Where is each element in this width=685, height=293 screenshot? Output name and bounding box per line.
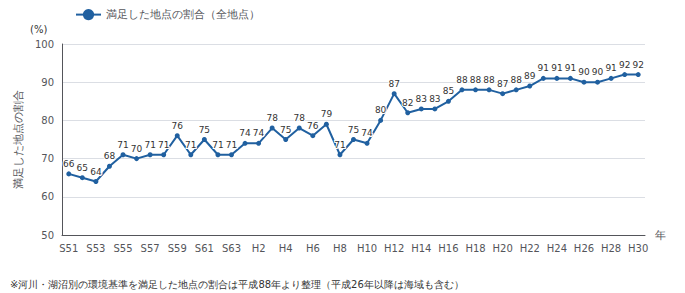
svg-text:71: 71 bbox=[117, 140, 128, 150]
svg-text:満足した地点の割合: 満足した地点の割合 bbox=[12, 90, 25, 189]
svg-text:H22: H22 bbox=[520, 243, 540, 254]
svg-text:71: 71 bbox=[144, 140, 155, 150]
svg-text:H4: H4 bbox=[279, 243, 293, 254]
svg-text:78: 78 bbox=[294, 113, 306, 123]
svg-text:87: 87 bbox=[388, 79, 399, 89]
svg-text:60: 60 bbox=[41, 191, 54, 202]
svg-text:75: 75 bbox=[280, 125, 291, 135]
svg-text:68: 68 bbox=[104, 151, 116, 161]
svg-text:64: 64 bbox=[90, 167, 102, 177]
svg-text:83: 83 bbox=[416, 94, 427, 104]
svg-text:75: 75 bbox=[348, 125, 359, 135]
svg-text:71: 71 bbox=[226, 140, 237, 150]
svg-text:80: 80 bbox=[375, 105, 387, 115]
svg-text:年: 年 bbox=[655, 229, 666, 242]
svg-text:H14: H14 bbox=[411, 243, 431, 254]
svg-text:90: 90 bbox=[41, 77, 54, 88]
svg-text:S63: S63 bbox=[222, 243, 241, 254]
svg-text:71: 71 bbox=[334, 140, 345, 150]
svg-text:74: 74 bbox=[239, 128, 251, 138]
svg-text:88: 88 bbox=[456, 75, 468, 85]
svg-text:S55: S55 bbox=[113, 243, 132, 254]
svg-text:75: 75 bbox=[199, 125, 210, 135]
svg-text:H28: H28 bbox=[601, 243, 621, 254]
svg-text:70: 70 bbox=[41, 153, 54, 164]
svg-text:S59: S59 bbox=[168, 243, 187, 254]
svg-text:88: 88 bbox=[470, 75, 482, 85]
svg-text:88: 88 bbox=[510, 75, 522, 85]
svg-text:80: 80 bbox=[41, 115, 54, 126]
svg-text:89: 89 bbox=[524, 71, 536, 81]
svg-text:H30: H30 bbox=[628, 243, 648, 254]
svg-text:76: 76 bbox=[307, 121, 319, 131]
svg-text:79: 79 bbox=[321, 109, 333, 119]
svg-text:S53: S53 bbox=[86, 243, 105, 254]
svg-text:50: 50 bbox=[41, 230, 54, 241]
svg-text:(%): (%) bbox=[30, 24, 47, 35]
svg-text:74: 74 bbox=[361, 128, 373, 138]
svg-text:H10: H10 bbox=[357, 243, 377, 254]
svg-text:90: 90 bbox=[592, 67, 604, 77]
svg-text:H2: H2 bbox=[252, 243, 266, 254]
svg-text:71: 71 bbox=[185, 140, 196, 150]
svg-text:71: 71 bbox=[212, 140, 223, 150]
svg-text:83: 83 bbox=[429, 94, 440, 104]
svg-text:65: 65 bbox=[77, 163, 88, 173]
svg-text:71: 71 bbox=[158, 140, 169, 150]
svg-text:90: 90 bbox=[578, 67, 590, 77]
svg-text:92: 92 bbox=[619, 60, 630, 70]
svg-text:82: 82 bbox=[402, 98, 413, 108]
svg-text:S57: S57 bbox=[141, 243, 160, 254]
svg-text:66: 66 bbox=[63, 159, 75, 169]
svg-text:100: 100 bbox=[35, 39, 54, 50]
svg-text:91: 91 bbox=[538, 63, 549, 73]
svg-text:78: 78 bbox=[266, 113, 278, 123]
svg-text:S51: S51 bbox=[59, 243, 78, 254]
svg-text:H6: H6 bbox=[306, 243, 320, 254]
svg-text:満足した地点の割合（全地点）: 満足した地点の割合（全地点） bbox=[106, 8, 260, 21]
svg-text:76: 76 bbox=[172, 121, 184, 131]
svg-text:88: 88 bbox=[483, 75, 495, 85]
svg-text:S61: S61 bbox=[195, 243, 214, 254]
svg-text:H18: H18 bbox=[465, 243, 485, 254]
svg-text:H12: H12 bbox=[384, 243, 404, 254]
svg-text:H20: H20 bbox=[493, 243, 513, 254]
svg-text:※河川・湖沼別の環境基準を満足した地点の割合は平成88年より: ※河川・湖沼別の環境基準を満足した地点の割合は平成88年より整理（平成26年以降… bbox=[10, 279, 464, 290]
svg-text:H24: H24 bbox=[547, 243, 567, 254]
svg-text:74: 74 bbox=[253, 128, 265, 138]
svg-text:70: 70 bbox=[131, 144, 143, 154]
svg-text:85: 85 bbox=[443, 86, 454, 96]
svg-text:H26: H26 bbox=[574, 243, 594, 254]
svg-text:91: 91 bbox=[565, 63, 576, 73]
svg-text:91: 91 bbox=[605, 63, 616, 73]
svg-text:91: 91 bbox=[551, 63, 562, 73]
svg-text:87: 87 bbox=[497, 79, 508, 89]
svg-text:H8: H8 bbox=[333, 243, 347, 254]
svg-text:H16: H16 bbox=[438, 243, 458, 254]
svg-text:92: 92 bbox=[632, 60, 643, 70]
